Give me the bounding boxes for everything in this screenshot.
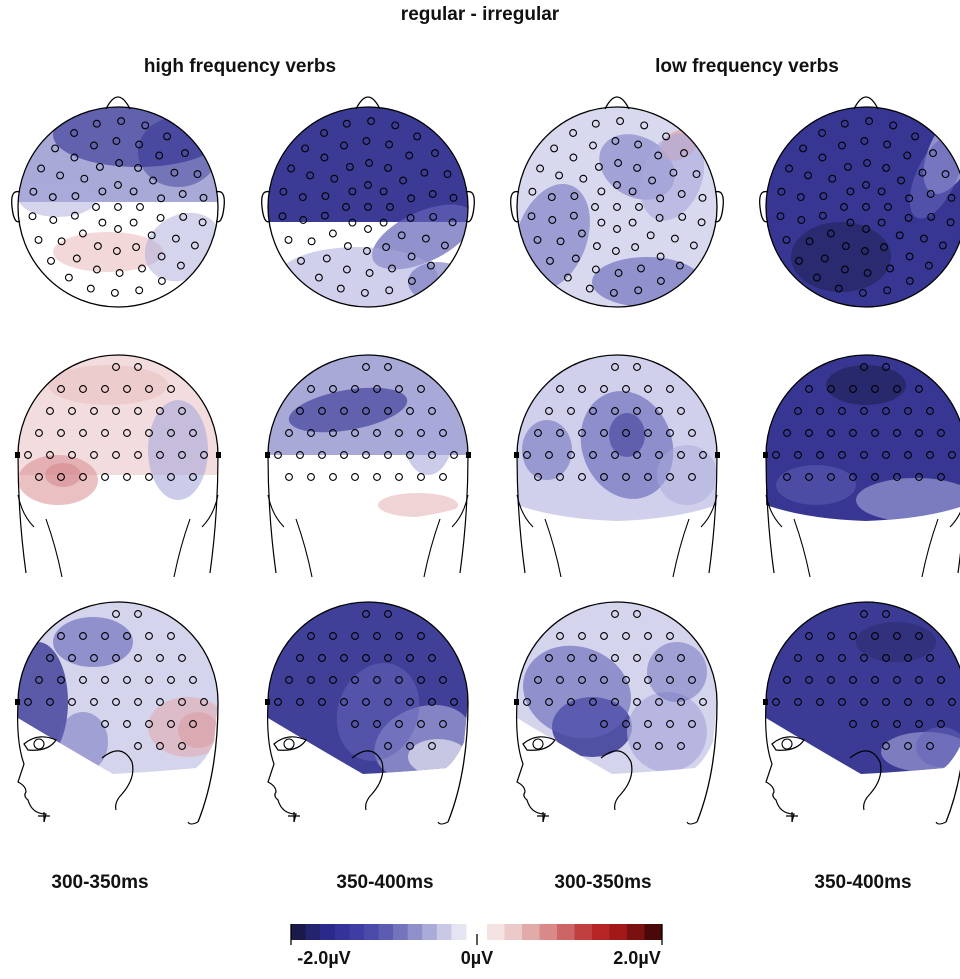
time-window-label-2: 350-400ms — [336, 872, 434, 893]
colorbar-pos-swatch — [609, 924, 628, 940]
topomap-left-side-3 — [514, 601, 718, 825]
topomap-back-2 — [265, 354, 471, 578]
colorbar-pos-swatch — [557, 924, 575, 940]
colorbar-pos-swatch — [592, 924, 610, 940]
electrode-markers — [24, 610, 208, 750]
colorbar-mid-label: 0µV — [460, 948, 494, 968]
colorbar-neg-swatch — [378, 924, 394, 940]
topomap-top-1 — [11, 96, 225, 308]
topomap-color-field — [268, 602, 468, 774]
head-outline — [265, 601, 469, 825]
head-outline — [514, 354, 720, 578]
colorbar-neg-swatch — [422, 924, 438, 940]
topomap-color-field — [268, 107, 468, 307]
topomap-top-3 — [510, 96, 724, 308]
topomap-color-field — [268, 355, 468, 521]
colorbar-min-label: -2.0µV — [297, 948, 351, 968]
colorbar-neg-swatch — [407, 924, 423, 940]
colorbar-pos-swatch — [504, 924, 523, 940]
time-window-label-4: 350-400ms — [814, 872, 912, 893]
head-outline — [759, 96, 960, 308]
topomap-left-side-4 — [763, 601, 960, 825]
topomap-color-field — [766, 355, 960, 521]
group-title-high-frequency: high frequency verbs — [143, 56, 337, 77]
electrode-markers — [523, 610, 707, 750]
colorbar-pos-swatch — [627, 924, 645, 940]
head-outline — [763, 601, 960, 825]
colorbar-pos-swatch — [522, 924, 540, 940]
colorbar-neg-swatch — [291, 924, 306, 940]
colorbar-neg-swatch — [349, 924, 365, 940]
group-title-low-frequency: low frequency verbs — [655, 56, 839, 77]
head-outline — [11, 96, 225, 308]
head-outline — [15, 601, 219, 825]
colorbar — [290, 924, 663, 945]
head-outline — [265, 354, 471, 578]
colorbar-pos-swatch — [539, 924, 558, 940]
electrode-markers — [274, 363, 458, 481]
colorbar-max-label: 2.0µV — [613, 948, 661, 968]
topomap-color-field — [517, 355, 717, 521]
colorbar-pos-swatch — [487, 924, 505, 940]
colorbar-pos-swatch — [574, 924, 593, 940]
colorbar-neg-swatch — [393, 924, 409, 940]
head-outline — [763, 354, 960, 578]
topomap-color-field — [18, 107, 218, 307]
topomap-top-4 — [759, 96, 960, 308]
topomap-back-1 — [15, 354, 221, 578]
colorbar-neg-swatch — [305, 924, 321, 940]
electrode-markers — [278, 117, 458, 297]
topomap-color-field — [517, 107, 717, 307]
electrode-markers — [527, 117, 707, 297]
colorbar-neg-swatch — [436, 924, 452, 940]
electrode-markers — [772, 363, 956, 481]
topomap-back-4 — [763, 354, 960, 578]
colorbar-pos-swatch — [644, 924, 663, 940]
topomap-back-3 — [514, 354, 720, 578]
topomap-color-field — [517, 602, 717, 774]
topomap-color-field — [18, 355, 218, 521]
electrode-markers — [24, 363, 208, 481]
topomap-left-side-2 — [265, 601, 469, 825]
figure-title: regular - irregular — [400, 4, 560, 25]
colorbar-neg-swatch — [334, 924, 350, 940]
electrode-markers — [28, 117, 208, 297]
electrode-markers — [772, 610, 956, 750]
electrode-markers — [776, 117, 956, 297]
topomap-left-side-1 — [15, 601, 219, 825]
electrode-markers — [274, 610, 458, 750]
colorbar-neg-swatch — [451, 924, 467, 940]
topomap-color-field — [18, 602, 218, 774]
head-outline — [514, 601, 718, 825]
colorbar-neg-swatch — [363, 924, 379, 940]
time-window-label-3: 300-350ms — [554, 872, 652, 893]
head-outline — [261, 96, 475, 308]
head-outline — [510, 96, 724, 308]
colorbar-neg-swatch — [320, 924, 336, 940]
head-outline — [15, 354, 221, 578]
time-window-label-1: 300-350ms — [51, 872, 149, 893]
topomap-top-2 — [261, 96, 475, 308]
electrode-markers — [523, 363, 707, 481]
